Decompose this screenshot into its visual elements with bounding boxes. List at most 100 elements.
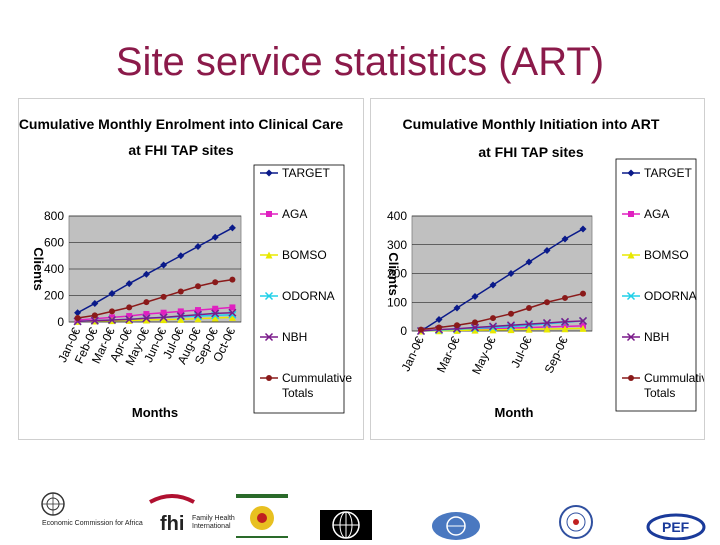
x-tick-label: Sep-0€ xyxy=(542,334,571,375)
series-line xyxy=(77,278,233,319)
chart-title-line: at FHI TAP sites xyxy=(478,144,584,160)
data-point xyxy=(211,314,219,322)
data-point xyxy=(177,252,185,260)
y-tick-label: 200 xyxy=(44,289,64,303)
data-point xyxy=(193,310,203,319)
data-point xyxy=(74,309,82,317)
y-tick-label: 300 xyxy=(387,238,407,252)
flower-logo xyxy=(236,494,288,538)
legend-label: TARGET xyxy=(644,166,692,180)
data-point xyxy=(489,281,497,289)
x-tick-label: May-0€ xyxy=(469,334,499,376)
data-point xyxy=(91,312,98,319)
pef-logo: PEF xyxy=(646,513,706,541)
x-tick-label: Jul-0€ xyxy=(508,334,535,370)
data-point xyxy=(506,321,516,330)
legend-swatch-marker xyxy=(266,211,272,217)
data-point xyxy=(143,299,150,306)
series-cummulative-totals xyxy=(74,276,236,322)
data-point xyxy=(195,307,201,314)
data-point xyxy=(108,290,116,298)
data-point xyxy=(177,288,184,295)
legend-label: NBH xyxy=(644,330,669,344)
x-axis-label: Month xyxy=(495,405,534,420)
x-tick-label: Mar-0€ xyxy=(434,334,463,375)
data-point xyxy=(160,316,168,324)
series-line xyxy=(420,327,584,332)
legend-swatch-marker xyxy=(265,169,273,177)
fhi-logo: fhi Family Health International xyxy=(149,494,235,535)
fhi-caption-2: International xyxy=(192,523,231,530)
series-target xyxy=(417,225,587,335)
data-point xyxy=(436,324,442,331)
y-tick-label: 200 xyxy=(387,267,407,281)
uneca-logo: Economic Commission for Africa xyxy=(41,492,143,527)
y-tick-label: 400 xyxy=(44,262,64,276)
data-point xyxy=(194,315,202,323)
data-point xyxy=(471,326,479,334)
slide-title: Site service statistics (ART) xyxy=(115,40,605,84)
globe-logo xyxy=(320,510,372,540)
data-point xyxy=(453,304,461,312)
y-tick-label: 0 xyxy=(57,315,64,329)
enrolment-chart: Cumulative Monthly Enrolment into Clinic… xyxy=(19,116,352,420)
y-axis-label: Clients xyxy=(386,252,401,295)
data-point xyxy=(212,279,219,286)
data-point xyxy=(418,326,424,333)
data-point xyxy=(453,326,461,334)
legend-label: Cummulative xyxy=(644,371,704,385)
data-point xyxy=(524,320,534,329)
un-emblem-logo xyxy=(432,512,480,540)
data-point xyxy=(229,304,236,311)
legend-swatch-marker xyxy=(264,291,274,301)
data-point xyxy=(91,299,99,307)
data-point xyxy=(195,283,201,290)
legend-label: Totals xyxy=(282,386,313,400)
data-point xyxy=(211,309,220,318)
legend-label: ODORNA xyxy=(644,289,697,303)
data-point xyxy=(580,290,586,297)
data-point xyxy=(159,313,168,322)
data-point xyxy=(525,325,533,333)
data-point xyxy=(228,313,236,321)
data-point xyxy=(194,242,202,250)
data-point xyxy=(490,315,496,322)
data-point xyxy=(454,322,460,329)
series-line xyxy=(420,292,584,331)
chart-title-line: Cumulative Monthly Initiation into ART xyxy=(403,116,660,132)
legend-swatch-marker xyxy=(628,211,634,217)
data-point xyxy=(228,224,236,232)
fhi-caption-1: Family Health xyxy=(192,515,235,522)
legend-swatch-marker xyxy=(627,169,635,177)
y-tick-label: 100 xyxy=(387,295,407,309)
data-point xyxy=(211,233,219,241)
legend-box xyxy=(615,158,697,412)
data-point xyxy=(160,293,167,300)
data-point xyxy=(525,258,533,266)
data-point xyxy=(543,247,551,254)
data-point xyxy=(435,316,443,323)
data-point xyxy=(472,319,478,326)
data-point xyxy=(508,310,514,317)
legend-swatch-marker xyxy=(628,375,634,381)
data-point xyxy=(125,280,133,288)
legend-label: BOMSO xyxy=(644,248,689,262)
enrolment-chart-panel: Cumulative Monthly Enrolment into Clinic… xyxy=(18,98,364,440)
data-point xyxy=(507,270,515,277)
legend-label: TARGET xyxy=(282,166,330,180)
data-point xyxy=(90,316,99,325)
data-point xyxy=(74,315,81,322)
data-point xyxy=(579,225,587,233)
series-target xyxy=(74,224,236,317)
x-axis-label: Months xyxy=(132,405,178,420)
partner-logos: Economic Commission for Africa fhi Famil… xyxy=(41,492,706,541)
legend-swatch-marker xyxy=(266,375,272,381)
data-point xyxy=(126,313,133,320)
data-point xyxy=(143,311,150,318)
y-tick-label: 0 xyxy=(400,324,407,338)
legend-swatch-marker xyxy=(265,251,273,259)
data-point xyxy=(107,315,117,325)
legend-box xyxy=(253,164,345,414)
data-point xyxy=(126,304,133,311)
partner-logo-strip: Economic Commission for Africa fhi Famil… xyxy=(0,490,720,541)
